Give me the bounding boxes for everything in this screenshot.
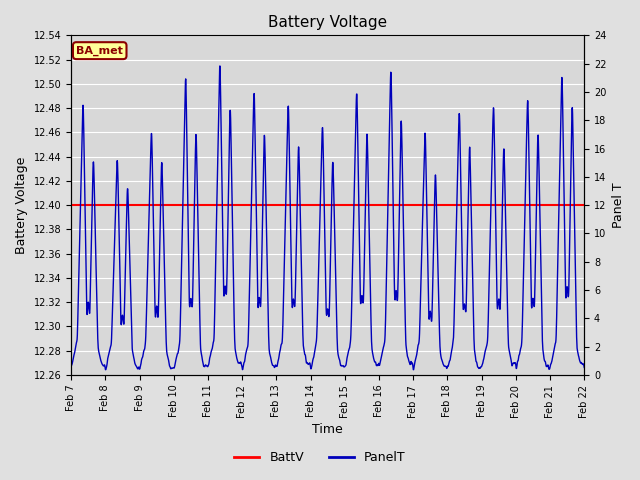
- Y-axis label: Battery Voltage: Battery Voltage: [15, 156, 28, 254]
- Y-axis label: Panel T: Panel T: [612, 182, 625, 228]
- Legend: BattV, PanelT: BattV, PanelT: [229, 446, 411, 469]
- Text: BA_met: BA_met: [76, 46, 123, 56]
- X-axis label: Time: Time: [312, 423, 343, 436]
- Title: Battery Voltage: Battery Voltage: [268, 15, 387, 30]
